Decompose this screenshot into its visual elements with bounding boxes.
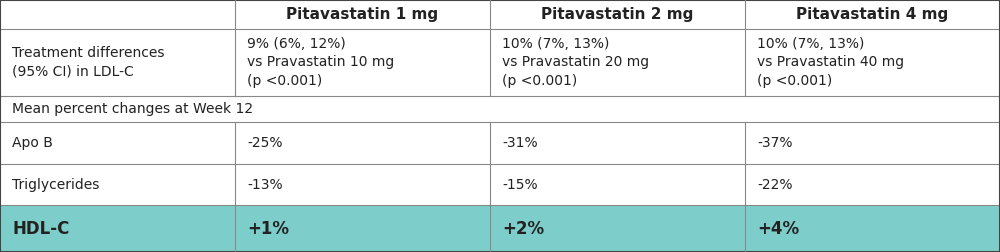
Bar [235, 122, 490, 164]
Bar [490, 164, 745, 205]
Bar [745, 122, 1000, 164]
Text: Treatment differences
(95% CI) in LDL-C: Treatment differences (95% CI) in LDL-C [12, 46, 164, 79]
Bar [0, 205, 235, 252]
Bar [490, 122, 745, 164]
Text: -13%: -13% [247, 178, 283, 192]
Bar [235, 29, 490, 96]
Text: Pitavastatin 1 mg: Pitavastatin 1 mg [286, 7, 439, 22]
Text: 10% (7%, 13%)
vs Pravastatin 40 mg
(p <0.001): 10% (7%, 13%) vs Pravastatin 40 mg (p <0… [757, 37, 904, 88]
Text: Apo B: Apo B [12, 136, 53, 150]
Bar [745, 205, 1000, 252]
Bar [745, 164, 1000, 205]
Text: 9% (6%, 12%)
vs Pravastatin 10 mg
(p <0.001): 9% (6%, 12%) vs Pravastatin 10 mg (p <0.… [247, 37, 394, 88]
Text: -37%: -37% [757, 136, 792, 150]
Text: +1%: +1% [247, 220, 289, 238]
Text: Triglycerides: Triglycerides [12, 178, 99, 192]
Bar [235, 164, 490, 205]
Bar [0, 96, 1000, 122]
Bar [0, 0, 235, 29]
Text: 10% (7%, 13%)
vs Pravastatin 20 mg
(p <0.001): 10% (7%, 13%) vs Pravastatin 20 mg (p <0… [502, 37, 649, 88]
Text: +4%: +4% [757, 220, 799, 238]
Text: HDL-C: HDL-C [12, 220, 69, 238]
Text: -25%: -25% [247, 136, 283, 150]
Text: -31%: -31% [502, 136, 538, 150]
Bar [0, 164, 235, 205]
Text: Pitavastatin 4 mg: Pitavastatin 4 mg [796, 7, 949, 22]
Text: Mean percent changes at Week 12: Mean percent changes at Week 12 [12, 102, 253, 116]
Bar [745, 29, 1000, 96]
Bar [0, 122, 235, 164]
Text: -15%: -15% [502, 178, 538, 192]
Bar [0, 29, 235, 96]
Bar [490, 205, 745, 252]
Text: +2%: +2% [502, 220, 544, 238]
Bar [745, 0, 1000, 29]
Bar [490, 0, 745, 29]
Text: Pitavastatin 2 mg: Pitavastatin 2 mg [541, 7, 694, 22]
Bar [235, 0, 490, 29]
Bar [490, 29, 745, 96]
Bar [235, 205, 490, 252]
Text: -22%: -22% [757, 178, 792, 192]
